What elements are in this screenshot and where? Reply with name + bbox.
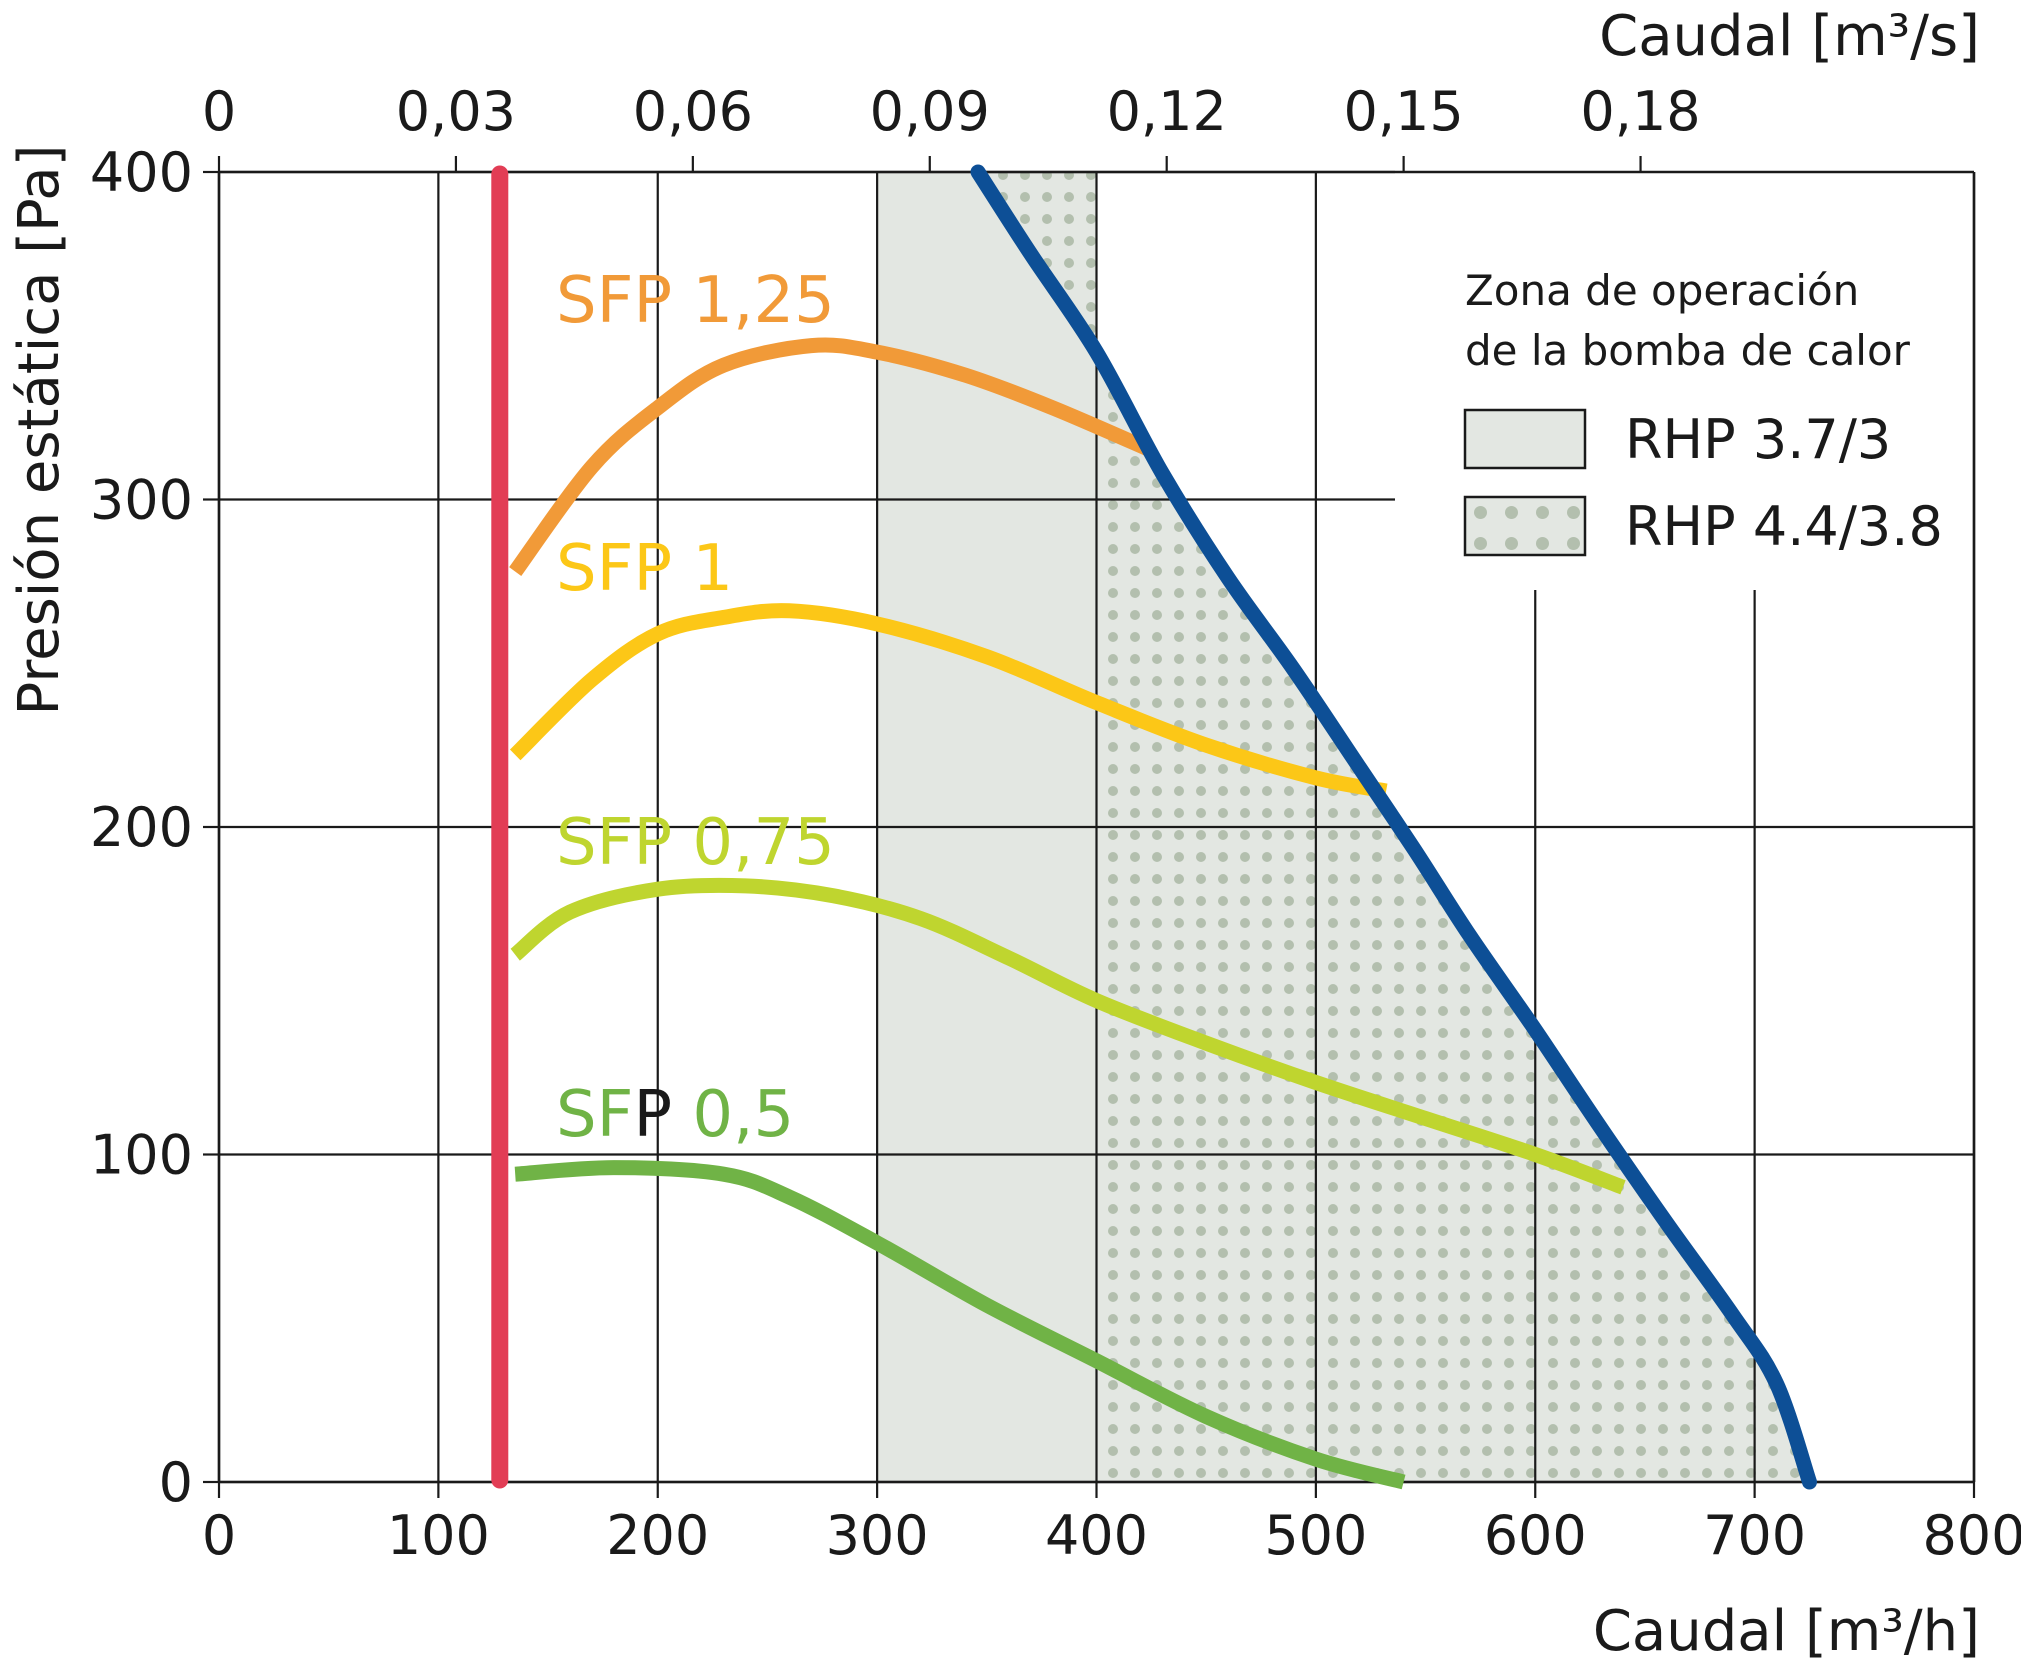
- x-axis-title-top: Caudal [m³/s]: [1599, 4, 1980, 69]
- series-label-1: SFP 1: [556, 532, 733, 606]
- x-top-tick-label-2: 0,06: [633, 80, 753, 143]
- limit-lines: [491, 164, 1817, 1490]
- series-label-part: P: [633, 1078, 672, 1152]
- y-axis-title: Presión estática [Pa]: [7, 145, 72, 716]
- series-label-part: SFP 0,75: [556, 806, 835, 880]
- y-tick-label-1: 100: [90, 1124, 193, 1187]
- x-top-tick-label-1: 0,03: [396, 80, 516, 143]
- legend: Zona de operación de la bomba de calor R…: [1445, 255, 1965, 575]
- x-tick-label-6: 600: [1484, 1504, 1587, 1567]
- axes: [203, 156, 1976, 1498]
- x-tick-label-2: 200: [606, 1504, 709, 1567]
- series-label-0: SFP 1,25: [556, 264, 835, 338]
- legend-swatch-rhp-44: [1463, 495, 1587, 557]
- y-tick-label-0: 0: [159, 1451, 193, 1514]
- y-tick-label-3: 300: [90, 469, 193, 532]
- max-operation-curve: [970, 164, 1817, 1490]
- series-label-part: 0,5: [672, 1078, 794, 1152]
- legend-label-rhp-37: RHP 3.7/3: [1625, 408, 1891, 471]
- x-tick-label-1: 100: [387, 1504, 490, 1567]
- series-label-2: SFP 0,75: [556, 806, 835, 880]
- x-tick-label-4: 400: [1045, 1504, 1148, 1567]
- series-line-1: [509, 603, 1388, 799]
- x-top-tick-label-3: 0,09: [870, 80, 990, 143]
- x-tick-label-7: 700: [1703, 1504, 1806, 1567]
- series-line-3: [514, 1160, 1406, 1490]
- y-tick-label-4: 400: [90, 141, 193, 204]
- x-top-tick-label-5: 0,15: [1344, 80, 1464, 143]
- x-top-tick-label-6: 0,18: [1580, 80, 1700, 143]
- x-tick-label-8: 800: [1922, 1504, 2021, 1567]
- series-line-2: [510, 877, 1626, 1195]
- legend-swatch-rhp-37: [1463, 408, 1587, 470]
- series-lines: [509, 337, 1626, 1490]
- x-axis-title-bottom: Caudal [m³/h]: [1593, 1599, 1980, 1664]
- y-tick-label-2: 200: [90, 796, 193, 859]
- series-labels: SFP 1,25 SFP 1 SFP 0,75 SFP 0,5: [556, 264, 835, 1152]
- legend-title-line2: de la bomba de calor: [1465, 326, 1911, 375]
- x-top-tick-label-0: 0: [202, 80, 236, 143]
- series-label-part: SF: [556, 1078, 633, 1152]
- x-tick-label-3: 300: [826, 1504, 929, 1567]
- legend-title-line1: Zona de operación: [1465, 266, 1859, 315]
- series-label-part: SFP 1,25: [556, 264, 835, 338]
- series-label-3: SFP 0,5: [556, 1078, 794, 1152]
- legend-label-rhp-44: RHP 4.4/3.8: [1625, 495, 1943, 558]
- x-tick-label-5: 500: [1264, 1504, 1367, 1567]
- x-top-tick-label-4: 0,12: [1107, 80, 1227, 143]
- x-tick-label-0: 0: [202, 1504, 236, 1567]
- series-line-0: [509, 337, 1155, 577]
- series-label-part: SFP 1: [556, 532, 733, 606]
